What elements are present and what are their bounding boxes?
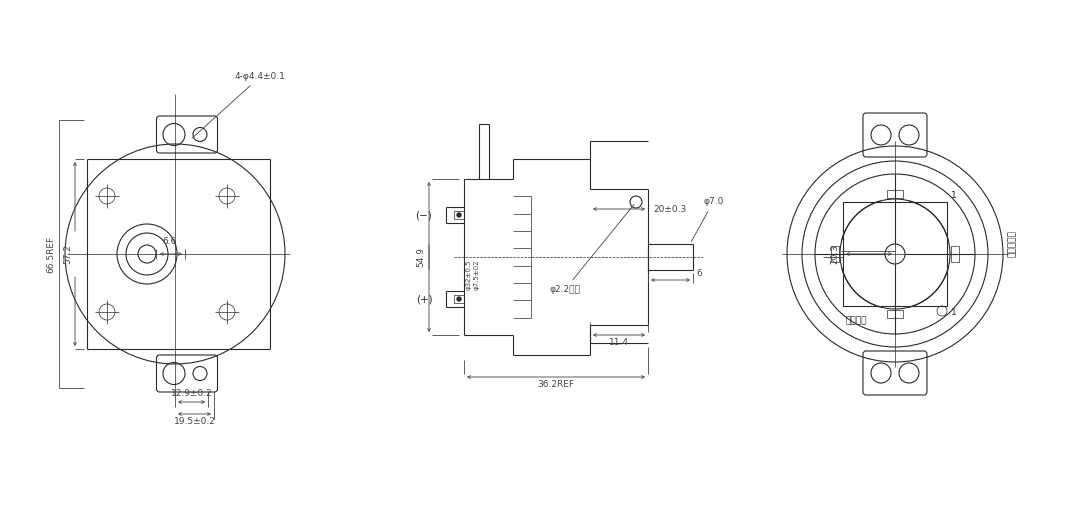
Circle shape (457, 297, 461, 301)
Bar (831, 246, 839, 262)
Text: 57.2: 57.2 (63, 244, 72, 264)
Text: φ2.2通孔: φ2.2通孔 (550, 204, 634, 294)
Text: 4-φ4.4±0.1: 4-φ4.4±0.1 (193, 72, 286, 138)
Text: φ7.5±02: φ7.5±02 (474, 259, 480, 289)
Bar (887, 190, 903, 198)
Text: 机壳缺口位: 机壳缺口位 (1008, 230, 1017, 258)
Text: 正极标志: 正极标志 (845, 316, 867, 325)
Text: 19.5±0.2: 19.5±0.2 (173, 417, 215, 426)
Text: 66.5REF: 66.5REF (47, 236, 55, 272)
Text: 6.6: 6.6 (162, 237, 177, 246)
Text: φ32±0.5: φ32±0.5 (466, 259, 472, 289)
Text: 36.2REF: 36.2REF (538, 380, 575, 389)
Text: 6: 6 (696, 269, 702, 278)
Bar (843, 202, 947, 306)
Text: φ7.0: φ7.0 (691, 198, 724, 242)
Text: 11.4: 11.4 (609, 338, 629, 347)
Bar (454, 211, 464, 219)
Bar (454, 295, 464, 303)
Text: 1: 1 (951, 308, 956, 317)
Bar (951, 246, 959, 262)
Text: 12.9±0.2: 12.9±0.2 (171, 389, 212, 398)
Text: 54.9: 54.9 (415, 247, 425, 267)
Text: (−): (−) (415, 210, 433, 220)
Text: 1: 1 (951, 191, 956, 200)
Text: 20±0.3: 20±0.3 (654, 204, 686, 214)
Text: (+): (+) (415, 294, 433, 304)
Circle shape (457, 213, 461, 217)
Bar (887, 310, 903, 318)
Text: 20.3: 20.3 (830, 244, 839, 264)
